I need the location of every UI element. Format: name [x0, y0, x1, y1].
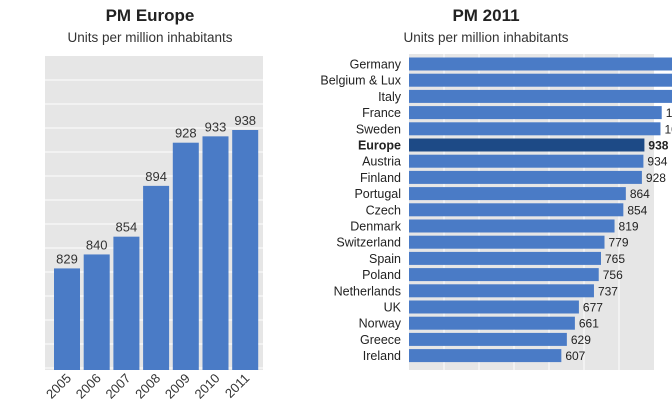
data-label: 854 [627, 203, 647, 217]
bar-finland [409, 170, 642, 184]
data-label: 934 [647, 155, 667, 169]
category-label: France [362, 106, 401, 120]
bar-netherlands [409, 284, 594, 298]
bar-2008 [143, 185, 170, 370]
category-label: UK [384, 301, 402, 315]
data-label: 928 [175, 126, 197, 141]
data-label: 933 [205, 119, 227, 134]
data-label: 779 [609, 236, 629, 250]
bar-denmark [409, 219, 615, 233]
bar-2011 [232, 130, 259, 370]
x-tick-label: 2008 [132, 371, 163, 402]
bar-austria [409, 154, 644, 168]
data-label: 819 [619, 220, 639, 234]
chart-title: PM Europe [105, 6, 195, 25]
bar-czech [409, 203, 624, 217]
data-label: 938 [234, 113, 256, 128]
category-label: Sweden [356, 122, 401, 136]
data-label: 840 [86, 237, 108, 252]
category-label: Finland [360, 171, 401, 185]
category-label: Germany [350, 58, 402, 72]
data-label: 661 [579, 317, 599, 331]
data-label: 765 [605, 252, 625, 266]
bar-2005 [54, 268, 80, 370]
bar-germany [409, 57, 672, 71]
bar-uk [409, 300, 579, 314]
category-label: Norway [359, 317, 402, 331]
chart-subtitle: Units per million inhabitants [403, 30, 569, 45]
data-label: 629 [571, 333, 591, 347]
data-label: 938 [648, 139, 668, 153]
data-label: 607 [565, 349, 585, 363]
x-tick-label: 2007 [102, 371, 133, 402]
pm-2011-chart: Germany1291Belgium & Lux1156Italy1068Fra… [320, 54, 672, 370]
category-label: Portugal [354, 187, 401, 201]
category-label: Italy [378, 90, 402, 104]
category-label: Netherlands [334, 284, 401, 298]
x-tick-label: 2011 [222, 371, 252, 401]
pm-europe-chart: 829 2005 840 2006 854 2007 894 2008 928 2009 933 20… [43, 56, 263, 402]
pm-2011-panel: PM 2011 Units per million inhabitants Ge… [300, 0, 672, 414]
bar-belgium-lux [409, 73, 672, 87]
data-label: 854 [116, 220, 138, 235]
category-label: Poland [362, 268, 401, 282]
bar-2010 [202, 136, 229, 370]
data-label: 1002 [664, 122, 672, 136]
category-label: Denmark [350, 220, 401, 234]
chart-title: PM 2011 [452, 6, 520, 25]
data-label: 1007 [666, 106, 672, 120]
bar-italy [409, 89, 672, 103]
category-label: Spain [369, 252, 401, 266]
x-tick-label: 2010 [192, 371, 223, 402]
bar-norway [409, 316, 575, 330]
bar-europe [409, 138, 645, 152]
bar-spain [409, 251, 601, 265]
category-label: Switzerland [336, 236, 401, 250]
data-label: 928 [646, 171, 666, 185]
x-tick-label: 2005 [43, 371, 74, 402]
bar-sweden [409, 122, 661, 136]
x-tick-label: 2009 [162, 371, 193, 402]
bar-portugal [409, 187, 626, 201]
bar-2007 [113, 236, 140, 370]
data-label: 864 [630, 187, 650, 201]
x-tick-label: 2006 [73, 371, 104, 402]
pm-europe-panel: PM Europe Units per million inhabitants … [0, 0, 300, 414]
category-label: Greece [360, 333, 401, 347]
bar-ireland [409, 349, 562, 363]
bar-switzerland [409, 235, 605, 249]
bar-2009 [172, 142, 199, 370]
category-label: Europe [358, 139, 401, 153]
data-label: 894 [145, 169, 167, 184]
category-label: Ireland [363, 349, 401, 363]
data-label: 756 [603, 268, 623, 282]
data-label: 677 [583, 301, 603, 315]
bar-greece [409, 332, 567, 346]
chart-subtitle: Units per million inhabitants [67, 30, 233, 45]
category-label: Austria [362, 155, 401, 169]
bar-france [409, 106, 662, 120]
category-label: Belgium & Lux [320, 74, 401, 88]
bar-poland [409, 268, 599, 282]
bar-2006 [83, 254, 110, 370]
category-label: Czech [366, 203, 401, 217]
data-label: 829 [56, 251, 78, 266]
data-label: 737 [598, 284, 618, 298]
